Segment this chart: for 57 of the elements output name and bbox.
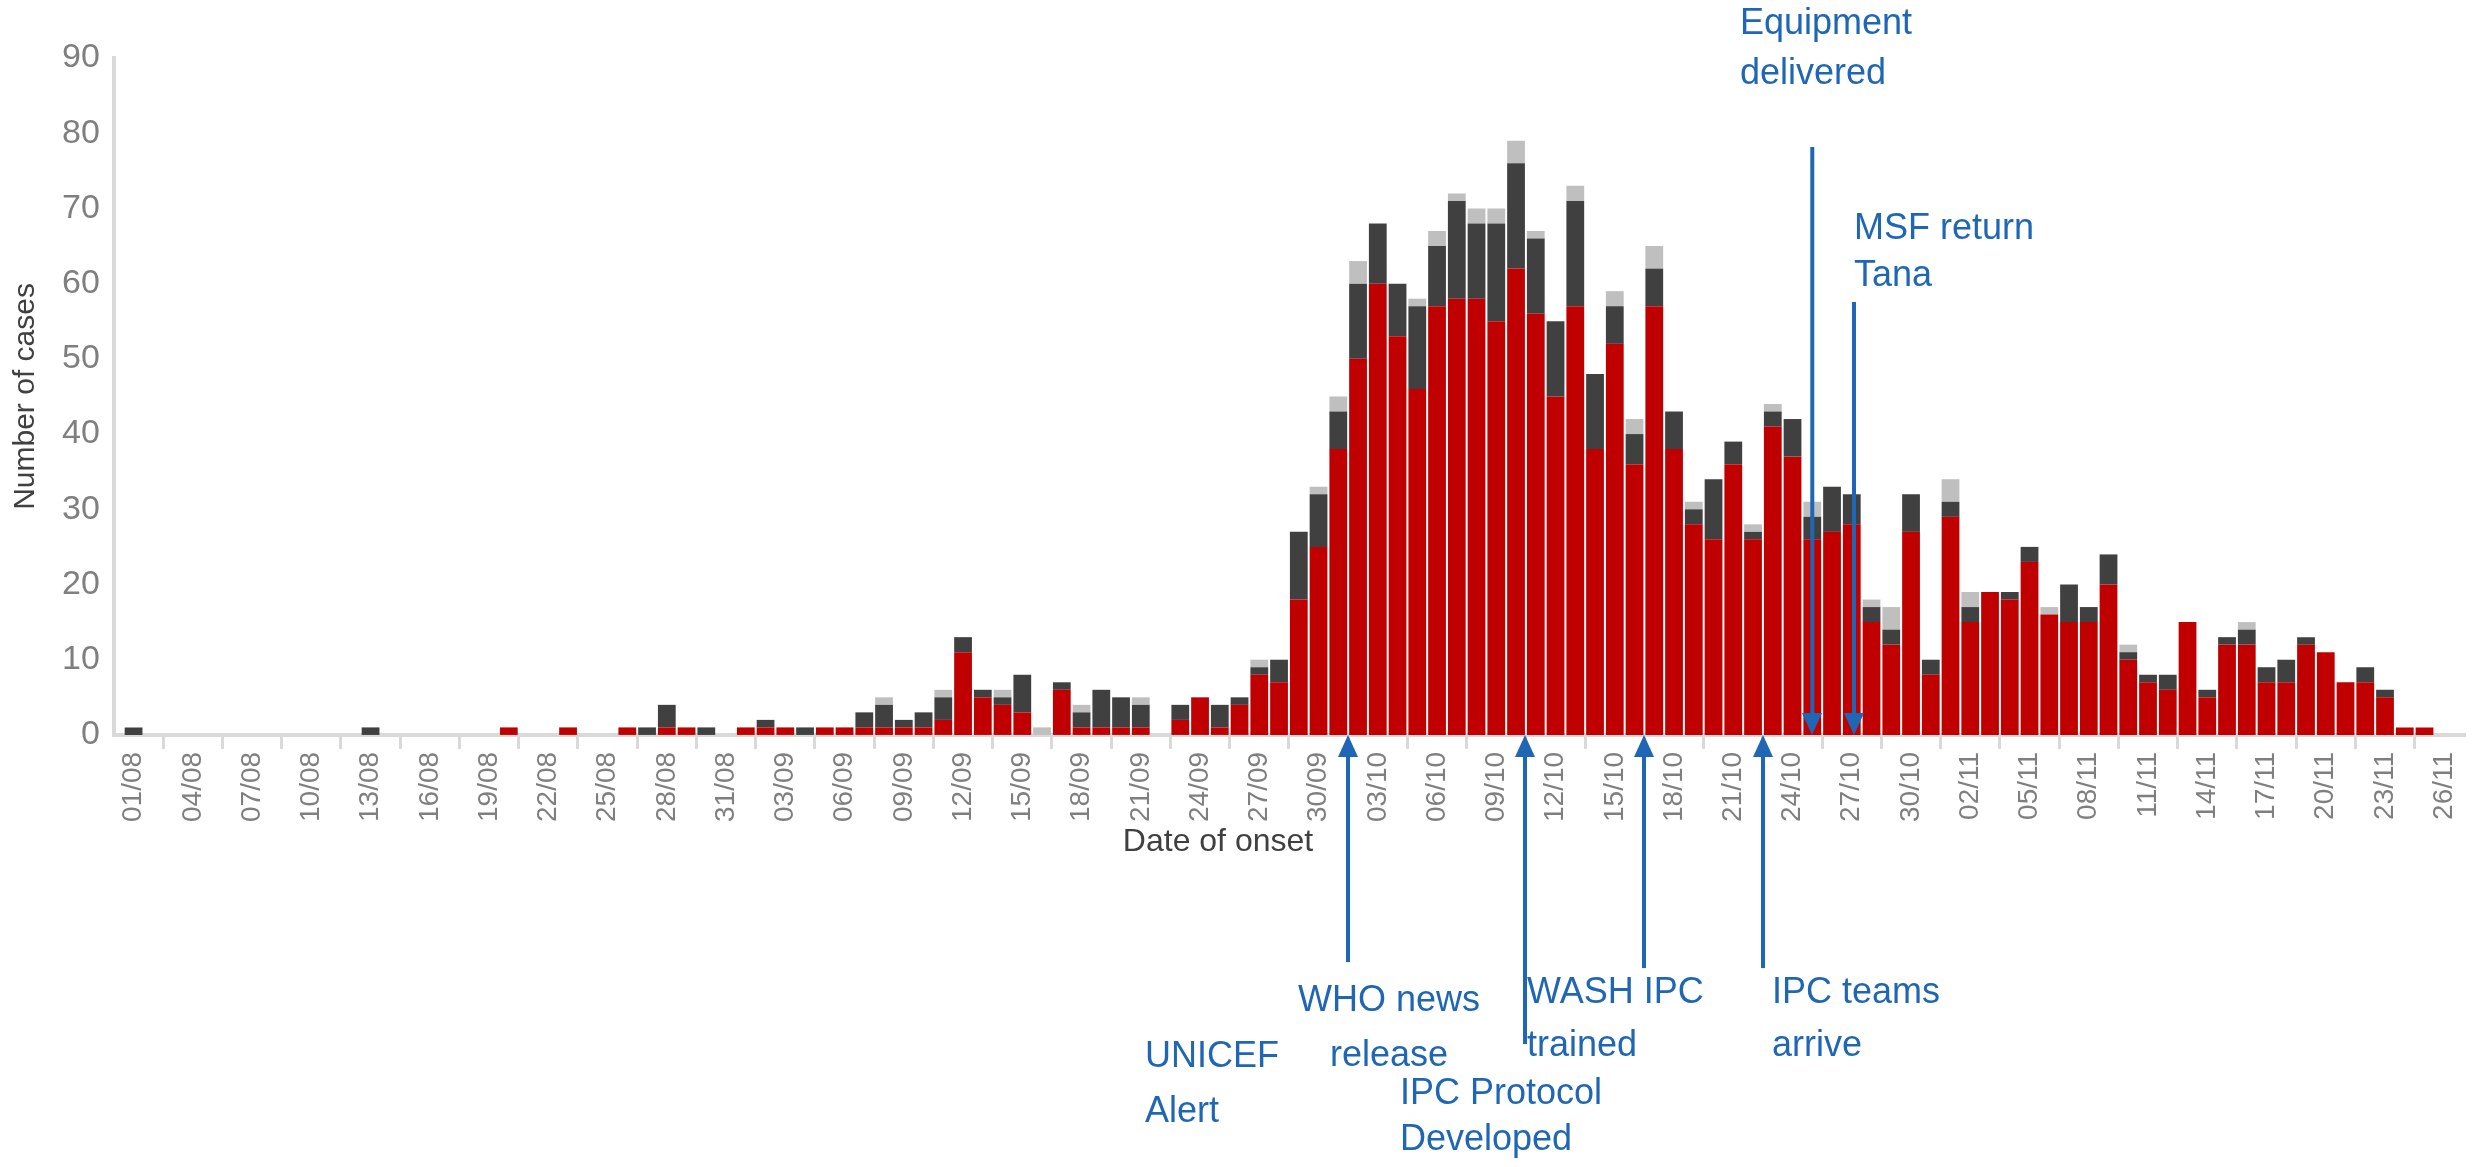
x-tick-label: 16/08 bbox=[412, 751, 444, 823]
ref-line-label: Equipment delivered bbox=[1740, 0, 1913, 92]
text: UNICEF Alert bbox=[1145, 1033, 1279, 1130]
x-tick-label: 06/10 bbox=[1419, 751, 1451, 823]
text: WASH IPC trained bbox=[1527, 969, 1704, 1064]
y-tick-label: 70 bbox=[61, 186, 100, 225]
x-tick-label: 21/09 bbox=[1123, 751, 1155, 823]
x-tick-label: 05/11 bbox=[2012, 751, 2044, 820]
x-tick-label: 06/09 bbox=[827, 751, 859, 823]
x-tick-label: 10/08 bbox=[294, 751, 326, 823]
x-tick-label: 14/11 bbox=[2189, 751, 2221, 820]
x-tick-label: 09/10 bbox=[1479, 751, 1511, 823]
x-tick-label: 31/08 bbox=[708, 751, 740, 823]
annotation: MSF return Tana bbox=[1854, 205, 2035, 294]
x-tick-label: 24/10 bbox=[1775, 751, 1807, 823]
x-tick-label: 12/09 bbox=[945, 751, 977, 823]
x-tick-label: 18/10 bbox=[1656, 751, 1688, 823]
x-tick-label: 13/08 bbox=[353, 751, 385, 823]
x-tick-label: 27/09 bbox=[1242, 751, 1274, 823]
y-tick-label: 30 bbox=[61, 487, 100, 526]
x-tick-label: 03/09 bbox=[768, 751, 800, 823]
x-tick-label: 24/09 bbox=[1182, 751, 1214, 823]
x-tick-label: 26/11 bbox=[2426, 751, 2458, 820]
x-tick-label: 02/11 bbox=[1953, 751, 1984, 820]
x-tick-label: 22/08 bbox=[531, 751, 563, 823]
text: IPC teams arrive bbox=[1772, 969, 1941, 1064]
y-tick-label: 50 bbox=[61, 337, 100, 376]
x-tick-label: 04/08 bbox=[175, 751, 207, 823]
x-tick-label: 01/08 bbox=[116, 751, 148, 823]
y-tick-label: 10 bbox=[61, 638, 100, 677]
x-tick-label: 25/08 bbox=[590, 751, 622, 823]
x-tick-label: 19/08 bbox=[471, 751, 503, 823]
x-tick-label: 11/11 bbox=[2130, 751, 2162, 818]
x-axis-title: Date of onset bbox=[1122, 821, 1314, 858]
y-tick-label: 90 bbox=[61, 36, 100, 75]
x-tick-label: 17/11 bbox=[2249, 751, 2281, 820]
y-axis-title: Number of cases bbox=[7, 283, 41, 510]
x-tick-label: 15/09 bbox=[1005, 751, 1037, 823]
y-tick-label: 20 bbox=[61, 562, 100, 601]
y-tick-label: 80 bbox=[61, 111, 100, 150]
x-tick-label: 27/10 bbox=[1834, 751, 1866, 823]
x-tick-label: 12/10 bbox=[1538, 751, 1570, 823]
x-tick-label: 18/09 bbox=[1064, 751, 1096, 823]
x-tick-label: 09/09 bbox=[886, 751, 918, 823]
y-tick-label: 40 bbox=[61, 412, 100, 451]
x-tick-label: 21/10 bbox=[1716, 751, 1747, 823]
x-tick-label: 30/10 bbox=[1893, 751, 1925, 823]
x-tick-label: 03/10 bbox=[1360, 751, 1392, 823]
x-tick-label: 23/11 bbox=[2367, 751, 2399, 820]
x-tick-label: 15/10 bbox=[1597, 751, 1629, 823]
x-tick-label: 07/08 bbox=[234, 751, 266, 823]
x-tick-label: 08/11 bbox=[2071, 751, 2103, 820]
y-tick-label: 60 bbox=[61, 262, 100, 301]
x-tick-label: 28/08 bbox=[649, 751, 681, 823]
x-tick-label: 30/09 bbox=[1301, 751, 1333, 823]
y-tick-label: 0 bbox=[80, 713, 100, 752]
x-tick-label: 20/11 bbox=[2308, 751, 2340, 820]
